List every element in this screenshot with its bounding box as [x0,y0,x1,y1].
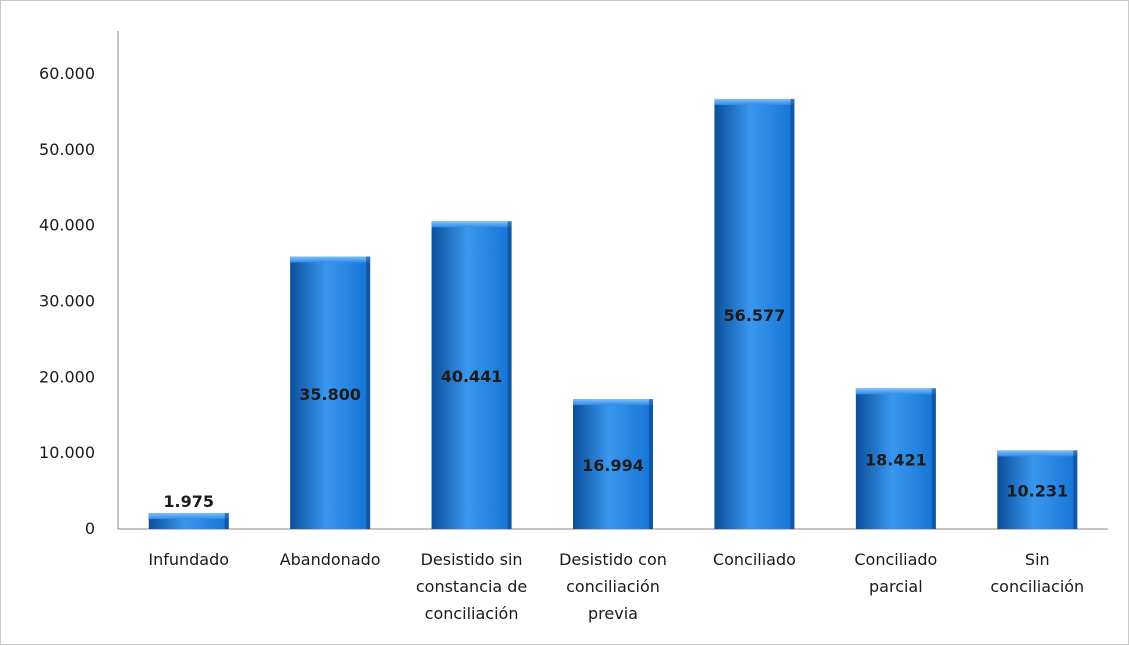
x-tick-label-line: previa [588,604,638,623]
x-tick-label-line: Conciliado [854,550,937,569]
x-tick-label-line: Desistido con [559,550,667,569]
bar-cap [855,388,936,395]
x-tick-label: Sin conciliación [990,550,1084,596]
bar [997,450,1078,529]
bar-body [855,388,936,529]
bar-shade [224,513,229,529]
x-tick-label-line: Abandonado [280,550,381,569]
y-tick-label: 30.000 [39,292,95,311]
bar-body [714,98,795,529]
bar [431,221,512,529]
y-tick-label: 50.000 [39,140,95,159]
x-tick-label-line: Desistido sin [421,550,523,569]
bar-cap [290,256,371,263]
bar-cap [148,513,229,520]
x-tick-label-line: conciliación [990,577,1084,596]
data-label: 10.231 [1006,482,1068,501]
x-tick-label: Abandonado [280,550,381,569]
data-label: 16.994 [582,456,644,475]
bar-cap [431,221,512,228]
bar-shade [649,399,653,529]
x-tick-label: Infundado [148,550,229,569]
x-tick-label: Conciliado [713,550,796,569]
bar-shade [790,98,795,529]
bar-shade [931,388,936,529]
data-label: 1.975 [163,492,214,511]
x-tick-label-line: parcial [869,577,923,596]
y-tick-label: 60.000 [39,64,95,83]
x-tick-label-line: Infundado [148,550,229,569]
bar-body [290,256,371,529]
data-label: 56.577 [724,306,786,325]
bar-body [573,399,653,529]
x-tick-label-line: conciliación [566,577,660,596]
data-label: 35.800 [299,385,361,404]
bar [714,98,795,529]
bar [855,388,936,529]
bar [573,399,653,529]
x-tick-label: Desistido con conciliación previa [559,550,667,623]
y-tick-label: 20.000 [39,367,95,386]
bar [148,513,229,529]
bar-shade [1073,450,1078,529]
x-tick-labels: Infundado Abandonado Desistido sin constanc… [148,550,1084,623]
y-tick-label: 10.000 [39,443,95,462]
x-tick-label-line: constancia de [416,577,527,596]
bar-cap [997,450,1078,457]
data-label: 40.441 [441,367,503,386]
bar-shade [507,221,512,529]
y-tick-label: 0 [85,519,95,538]
bar-shade [366,256,371,529]
x-tick-label-line: Sin [1025,550,1050,569]
data-labels: 1.975 35.800 40.441 16.994 56.577 18.421 10.23… [163,306,1068,511]
bar-cap [573,399,653,406]
y-tick-label: 40.000 [39,216,95,235]
bars [148,98,1078,529]
x-tick-label-line: conciliación [425,604,519,623]
x-tick-label-line: Conciliado [713,550,796,569]
bar-cap [714,98,795,105]
y-tick-labels: 0 10.000 20.000 30.000 40.000 50.000 60.000 [39,64,95,538]
bar-body [997,450,1078,529]
bar-body [431,221,512,529]
x-tick-label: Desistido sin constancia de conciliación [416,550,527,623]
x-tick-label: Conciliado parcial [854,550,937,596]
data-label: 18.421 [865,451,927,470]
bar [290,256,371,529]
